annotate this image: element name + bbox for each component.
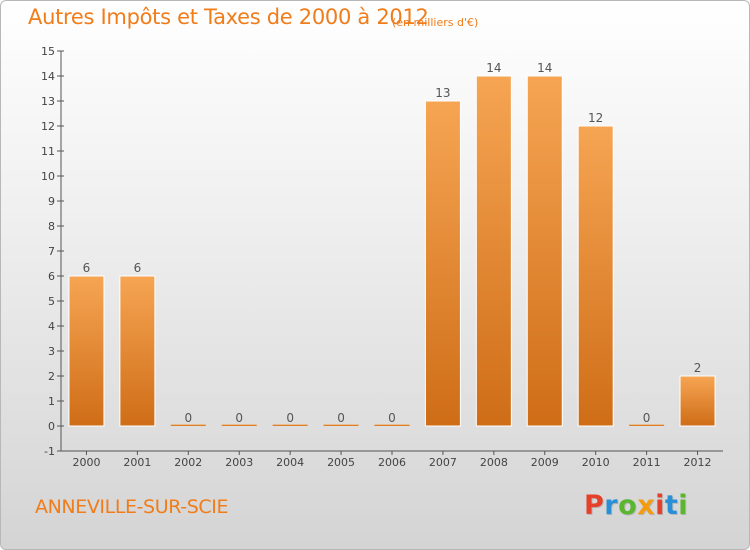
x-tick-label: 2002 bbox=[174, 456, 202, 469]
y-tick-label: 3 bbox=[48, 345, 55, 358]
bar-value-label: 13 bbox=[435, 86, 450, 100]
bar-value-label: 6 bbox=[134, 261, 142, 275]
y-tick-label: 13 bbox=[41, 95, 55, 108]
proxiti-logo: Proxiti bbox=[584, 490, 689, 521]
y-tick-label: 14 bbox=[41, 70, 55, 83]
bar bbox=[577, 125, 614, 427]
bar bbox=[119, 275, 156, 427]
bar bbox=[679, 375, 716, 427]
x-tick-label: 2011 bbox=[633, 456, 661, 469]
bar bbox=[629, 424, 665, 426]
chart-subtitle: (en milliers d'€) bbox=[392, 16, 479, 29]
y-tick-label: 4 bbox=[48, 320, 55, 333]
x-tick-label: 2008 bbox=[480, 456, 508, 469]
bar-value-label: 0 bbox=[184, 411, 192, 425]
commune-name: ANNEVILLE-SUR-SCIE bbox=[35, 496, 229, 518]
bar-value-label: 0 bbox=[337, 411, 345, 425]
y-tick-label: 2 bbox=[48, 370, 55, 383]
y-tick-label: 5 bbox=[48, 295, 55, 308]
y-tick-label: 10 bbox=[41, 170, 55, 183]
bar-value-label: 12 bbox=[588, 111, 603, 125]
y-tick-label: 11 bbox=[41, 145, 55, 158]
bar bbox=[526, 75, 563, 427]
bar-value-label: 2 bbox=[694, 361, 702, 375]
y-tick-label: 0 bbox=[48, 420, 55, 433]
x-tick-label: 2004 bbox=[276, 456, 304, 469]
bar bbox=[475, 75, 512, 427]
x-tick-label: 2006 bbox=[378, 456, 406, 469]
x-tick-label: 2010 bbox=[582, 456, 610, 469]
bar-value-label: 0 bbox=[235, 411, 243, 425]
bar-value-label: 0 bbox=[388, 411, 396, 425]
bar bbox=[272, 424, 308, 426]
bar-value-label: 14 bbox=[537, 61, 552, 75]
bar-value-label: 14 bbox=[486, 61, 501, 75]
y-tick-label: -1 bbox=[44, 445, 55, 458]
x-tick-label: 2000 bbox=[72, 456, 100, 469]
x-tick-label: 2009 bbox=[531, 456, 559, 469]
y-tick-label: 1 bbox=[48, 395, 55, 408]
x-tick-label: 2003 bbox=[225, 456, 253, 469]
x-tick-label: 2005 bbox=[327, 456, 355, 469]
x-tick-label: 2012 bbox=[684, 456, 712, 469]
bar-value-label: 0 bbox=[643, 411, 651, 425]
y-tick-label: 8 bbox=[48, 220, 55, 233]
y-tick-label: 7 bbox=[48, 245, 55, 258]
bar bbox=[170, 424, 206, 426]
y-tick-label: 12 bbox=[41, 120, 55, 133]
y-tick-label: 9 bbox=[48, 195, 55, 208]
bar-value-label: 6 bbox=[83, 261, 91, 275]
y-tick-label: 6 bbox=[48, 270, 55, 283]
chart-title: Autres Impôts et Taxes de 2000 à 2012 bbox=[28, 5, 429, 29]
bar bbox=[221, 424, 257, 426]
bar bbox=[68, 275, 105, 427]
bar bbox=[424, 100, 461, 427]
bar-value-label: 0 bbox=[286, 411, 294, 425]
y-tick-label: 15 bbox=[41, 45, 55, 58]
x-tick-label: 2001 bbox=[123, 456, 151, 469]
x-tick-label: 2007 bbox=[429, 456, 457, 469]
bar bbox=[323, 424, 359, 426]
bar bbox=[374, 424, 410, 426]
